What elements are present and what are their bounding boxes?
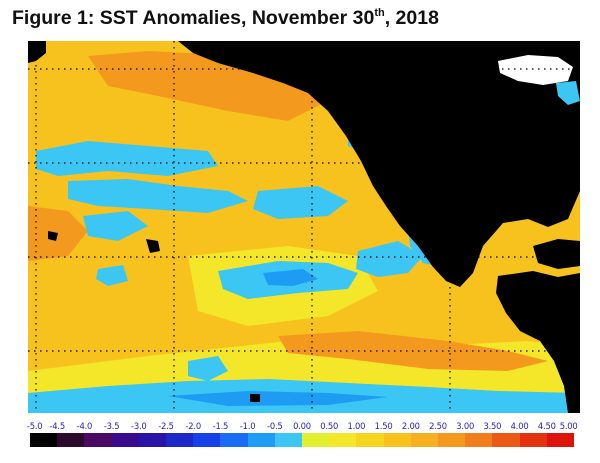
color-scale-swatch xyxy=(302,433,330,447)
color-scale-tick-label: -4.0 xyxy=(76,421,93,431)
figure-title-prefix: Figure 1: SST Anomalies, November 30 xyxy=(12,7,375,29)
color-scale-swatch xyxy=(193,433,221,447)
color-scale-tick-label: 0.00 xyxy=(293,421,311,431)
cool-patch-northwest xyxy=(36,141,218,176)
color-scale-swatch xyxy=(247,433,275,447)
land-islands-south xyxy=(250,394,260,402)
cool-patch-central-north xyxy=(253,186,348,219)
cool-patch-southwest xyxy=(188,356,228,381)
color-scale-tick-label: 4.00 xyxy=(510,421,529,431)
color-scale-swatch xyxy=(546,433,575,447)
figure-title-ordinal: th xyxy=(374,7,385,19)
color-scale-swatch xyxy=(356,433,384,447)
color-scale-tick-label: 4.50 xyxy=(537,421,556,431)
color-scale-tick-label: 1.50 xyxy=(374,421,393,431)
color-scale-tick-label: 1.00 xyxy=(347,421,366,431)
color-scale-tick-label: 3.00 xyxy=(456,421,475,431)
color-scale-tick-label: -0.5 xyxy=(267,421,283,431)
land-aleutian-west xyxy=(28,41,46,63)
land-islands-west xyxy=(48,231,58,241)
color-scale-tick-label: -3.0 xyxy=(131,421,147,431)
color-scale-tick-label: -1.5 xyxy=(212,421,229,431)
color-scale-swatch xyxy=(138,433,167,447)
cool-patch-band xyxy=(68,179,248,213)
land-yucatan xyxy=(533,239,580,269)
cool-patch-central-2 xyxy=(263,269,318,286)
cool-patch-west-small xyxy=(96,265,128,286)
color-scale-swatch xyxy=(410,433,439,447)
land-hawaii xyxy=(146,239,160,253)
color-scale-tick-label: -2.5 xyxy=(158,421,174,431)
color-scale-tick-label: -1.0 xyxy=(239,421,256,431)
land-central-america xyxy=(496,271,580,413)
color-scale-tick-label: 2.00 xyxy=(401,421,420,431)
color-scale-tick-label: 2.50 xyxy=(429,421,447,431)
color-scale-swatch xyxy=(438,433,466,447)
map-grid xyxy=(28,41,580,413)
color-scale-tick-label: 5.00 xyxy=(559,421,578,431)
color-scale-swatch xyxy=(111,433,139,447)
color-scale-tick-label: 0.50 xyxy=(320,421,339,431)
cool-patch-east xyxy=(356,241,423,277)
color-scale-swatch xyxy=(220,433,248,447)
color-scale-swatch xyxy=(166,433,194,447)
warm-zone-west xyxy=(28,206,88,261)
cool-patch-midwest xyxy=(83,211,148,241)
land-north-america xyxy=(178,41,580,287)
figure-title: Figure 1: SST Anomalies, November 30th, … xyxy=(12,3,439,33)
color-scale-swatch xyxy=(274,433,303,447)
color-scale-swatch xyxy=(329,433,357,447)
color-scale-labels: -5.0 -4.5 -4.0 -3.5 -3.0 -2.5 -2.0 -1.5 -1.0 -0.5… xyxy=(26,421,578,433)
cool-hudson-bay xyxy=(556,81,580,105)
color-scale-tick-label: -2.0 xyxy=(185,421,201,431)
cold-band-south xyxy=(168,391,388,406)
color-scale-swatch xyxy=(30,433,58,447)
color-scale-swatch xyxy=(519,433,547,447)
color-scale-swatch xyxy=(383,433,411,447)
ice-hudson-bay xyxy=(498,55,573,85)
figure-title-suffix: , 2018 xyxy=(384,7,439,29)
color-scale-swatch xyxy=(84,433,112,447)
color-scale-bar xyxy=(30,433,575,447)
color-scale-swatch xyxy=(465,433,493,447)
color-scale-tick-label: -5.0 xyxy=(26,421,43,431)
color-scale-swatch xyxy=(492,433,520,447)
color-scale-tick-label: -3.5 xyxy=(103,421,120,431)
color-scale-tick-label: 3.50 xyxy=(483,421,502,431)
color-scale-swatch xyxy=(57,433,85,447)
color-scale-tick-label: -4.5 xyxy=(49,421,65,431)
sst-anomaly-map xyxy=(28,41,580,413)
